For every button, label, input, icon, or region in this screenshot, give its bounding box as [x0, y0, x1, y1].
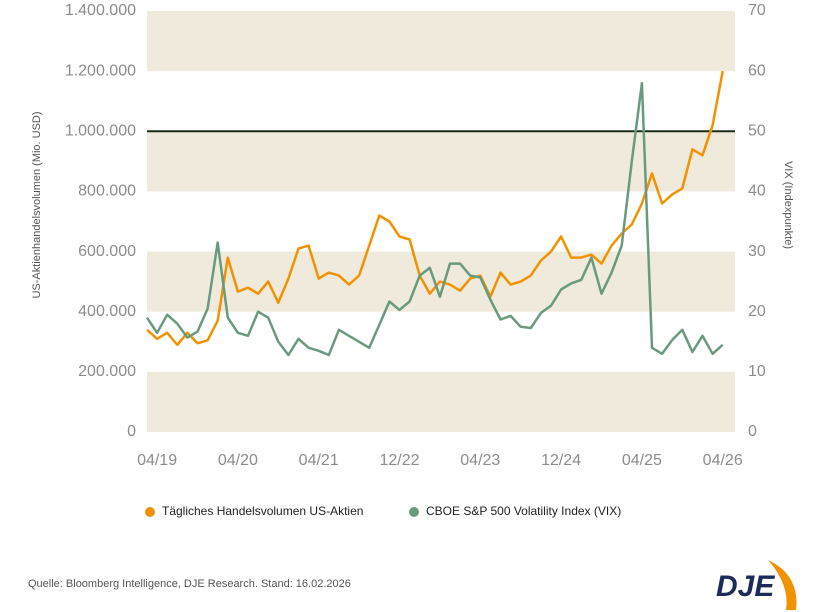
band	[147, 371, 735, 432]
legend-marker	[145, 507, 155, 517]
source-note: Quelle: Bloomberg Intelligence, DJE Rese…	[28, 578, 351, 590]
y2-tick-label: 0	[748, 423, 757, 440]
x-tick-label: 04/23	[460, 452, 500, 469]
plot-background	[147, 11, 735, 432]
x-tick-label: 04/20	[218, 452, 258, 469]
x-tick-label: 04/19	[137, 452, 177, 469]
y-tick-label: 1.200.000	[65, 62, 136, 79]
legend-item: CBOE S&P 500 Volatility Index (VIX)	[409, 504, 621, 518]
y-tick-label: 1.400.000	[65, 2, 136, 19]
legend-marker	[409, 507, 419, 517]
y2-tick-label: 10	[748, 363, 766, 380]
logo-sail	[768, 560, 797, 610]
band	[147, 131, 735, 192]
x-tick-label: 12/22	[379, 452, 419, 469]
y-axis-label: US-Aktienhandelsvolumen (Mio. USD)	[31, 111, 43, 298]
legend-label: Tägliches Handelsvolumen US-Aktien	[162, 504, 363, 518]
y2-tick-label: 50	[748, 123, 766, 140]
y-tick-label: 600.000	[78, 243, 136, 260]
y-tick-label: 0	[127, 423, 136, 440]
x-tick-label: 12/24	[541, 452, 581, 469]
legend-label: CBOE S&P 500 Volatility Index (VIX)	[426, 504, 621, 518]
y2-axis-label: VIX (Indexpunkte)	[782, 161, 794, 249]
y2-tick-label: 30	[748, 243, 766, 260]
y-tick-label: 200.000	[78, 363, 136, 380]
logo-text: DJE	[716, 570, 775, 603]
x-tick-label: 04/26	[703, 452, 743, 469]
band	[147, 11, 735, 72]
series-line	[146, 70, 724, 347]
y-tick-label: 400.000	[78, 303, 136, 320]
x-tick-label: 04/21	[299, 452, 339, 469]
y-tick-label: 1.000.000	[65, 123, 136, 140]
x-tick-label: 04/25	[622, 452, 662, 469]
y-tick-label: 800.000	[78, 183, 136, 200]
y2-tick-label: 60	[748, 62, 766, 79]
y2-tick-label: 40	[748, 183, 766, 200]
legend-item: Tägliches Handelsvolumen US-Aktien	[145, 504, 363, 518]
y2-tick-label: 20	[748, 303, 766, 320]
y2-tick-label: 70	[748, 2, 766, 19]
series-line	[145, 81, 724, 357]
logo: DJE	[716, 560, 797, 610]
